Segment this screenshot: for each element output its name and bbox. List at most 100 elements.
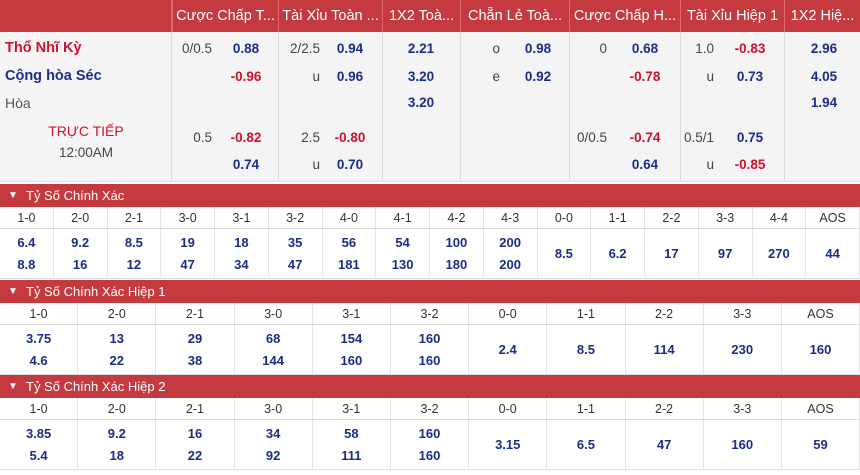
chevron-down-icon[interactable]: ▼: [8, 286, 18, 297]
score-odds[interactable]: 58: [344, 426, 359, 442]
score-odds-cell: 47: [626, 420, 704, 469]
h1-ou-over-odds[interactable]: -0.83: [734, 41, 766, 56]
score-odds[interactable]: 56: [341, 235, 357, 251]
score-odds[interactable]: 160: [418, 447, 441, 463]
score-odds[interactable]: 35: [287, 235, 303, 251]
score-odds[interactable]: 44: [825, 246, 840, 261]
h1-x12-home-odds[interactable]: 2.96: [810, 41, 838, 56]
score-odds[interactable]: 22: [187, 447, 203, 463]
score-odds[interactable]: 114: [653, 342, 675, 357]
ou-under-odds[interactable]: 0.96: [336, 69, 364, 84]
score-odds[interactable]: 13: [109, 331, 125, 347]
alt-h1-ou-under-odds[interactable]: -0.85: [734, 157, 766, 172]
h1-x12-away-odds[interactable]: 4.05: [810, 69, 838, 84]
score-odds[interactable]: 19: [180, 235, 195, 251]
alt-ou-under-odds[interactable]: 0.70: [336, 157, 364, 172]
score-odds[interactable]: 18: [109, 447, 125, 463]
score-odds[interactable]: 9.2: [107, 426, 126, 442]
score-odds[interactable]: 130: [391, 256, 414, 272]
h1-hcp-home-odds[interactable]: 0.68: [631, 41, 659, 56]
score-odds[interactable]: 68: [265, 331, 281, 347]
score-odds[interactable]: 38: [187, 352, 203, 368]
even-odds[interactable]: 0.92: [524, 69, 552, 84]
score-odds[interactable]: 160: [418, 426, 441, 442]
alt-ou-over-odds[interactable]: -0.80: [334, 130, 366, 145]
score-odds[interactable]: 16: [187, 426, 203, 442]
header-1x2-h1[interactable]: 1X2 Hiệ...: [784, 0, 860, 32]
score-odds[interactable]: 59: [813, 437, 828, 452]
score-odds[interactable]: 160: [731, 437, 754, 452]
section-header[interactable]: ▼ Tỷ Số Chính Xác: [0, 184, 860, 207]
score-odds[interactable]: 34: [234, 256, 249, 272]
score-odds[interactable]: 17: [664, 246, 679, 261]
alt-hcp-home-odds[interactable]: -0.82: [230, 130, 262, 145]
h1-x12-draw-odds[interactable]: 1.94: [810, 95, 838, 110]
header-odd-even-full[interactable]: Chẵn Lẻ Toà...: [460, 0, 569, 32]
h1-ou-under-odds[interactable]: 0.73: [736, 69, 764, 84]
score-odds[interactable]: 6.5: [576, 437, 595, 452]
score-odds[interactable]: 180: [445, 256, 468, 272]
alt-h1-hcp-away-odds[interactable]: 0.64: [631, 157, 659, 172]
score-odds[interactable]: 92: [265, 447, 281, 463]
score-odds[interactable]: 8.5: [576, 342, 595, 357]
score-odds[interactable]: 16: [72, 256, 88, 272]
x12-home-odds[interactable]: 2.21: [407, 41, 435, 56]
score-odds[interactable]: 3.75: [25, 331, 52, 347]
score-odds[interactable]: 270: [768, 246, 790, 261]
score-odds[interactable]: 160: [809, 342, 832, 357]
score-odds[interactable]: 230: [731, 342, 754, 357]
away-team-name[interactable]: Cộng hòa Séc: [5, 68, 102, 84]
score-odds[interactable]: 200: [499, 256, 521, 272]
alt-h1-ou-over-odds[interactable]: 0.75: [736, 130, 764, 145]
alt-h1-hcp-home-odds[interactable]: -0.74: [629, 130, 661, 145]
hcp-away-odds[interactable]: -0.96: [230, 69, 262, 84]
section-header[interactable]: ▼ Tỷ Số Chính Xác Hiệp 1: [0, 280, 860, 303]
score-odds[interactable]: 47: [180, 256, 195, 272]
score-odds[interactable]: 8.5: [554, 246, 573, 261]
score-odds[interactable]: 54: [395, 235, 410, 251]
score-odds[interactable]: 144: [262, 352, 284, 368]
score-odds[interactable]: 47: [656, 437, 672, 452]
score-odds[interactable]: 181: [338, 256, 360, 272]
h1-hcp-away-odds[interactable]: -0.78: [629, 69, 661, 84]
score-odds[interactable]: 100: [445, 235, 468, 251]
header-handicap-full[interactable]: Cược Chấp T...: [172, 0, 278, 32]
score-odds[interactable]: 6.2: [608, 246, 627, 261]
score-odds[interactable]: 29: [187, 331, 203, 347]
score-odds[interactable]: 154: [340, 331, 363, 347]
score-odds[interactable]: 160: [418, 352, 441, 368]
score-odds[interactable]: 3.15: [495, 437, 521, 452]
score-odds[interactable]: 200: [499, 235, 521, 251]
score-odds[interactable]: 47: [287, 256, 303, 272]
score-odds[interactable]: 34: [265, 426, 281, 442]
score-odds[interactable]: 4.6: [29, 352, 48, 368]
alt-hcp-away-odds[interactable]: 0.74: [232, 157, 260, 172]
score-odds[interactable]: 160: [340, 352, 363, 368]
score-odds[interactable]: 6.4: [17, 235, 36, 251]
home-team-name[interactable]: Thổ Nhĩ Kỳ: [5, 40, 82, 56]
header-handicap-h1[interactable]: Cược Chấp H...: [569, 0, 680, 32]
score-odds[interactable]: 8.5: [124, 235, 143, 251]
hcp-home-odds[interactable]: 0.88: [232, 41, 260, 56]
score-odds[interactable]: 18: [234, 235, 249, 251]
header-over-under-full[interactable]: Tài Xỉu Toàn ...: [278, 0, 382, 32]
score-odds[interactable]: 111: [341, 447, 362, 463]
header-1x2-full[interactable]: 1X2 Toà...: [382, 0, 460, 32]
score-odds[interactable]: 3.85: [25, 426, 52, 442]
score-odds[interactable]: 8.8: [17, 256, 36, 272]
ou-over-odds[interactable]: 0.94: [336, 41, 364, 56]
score-odds[interactable]: 5.4: [29, 447, 48, 463]
score-odds[interactable]: 12: [126, 256, 142, 272]
chevron-down-icon[interactable]: ▼: [8, 381, 18, 392]
score-odds[interactable]: 160: [418, 331, 441, 347]
score-odds[interactable]: 97: [717, 246, 733, 261]
section-header[interactable]: ▼ Tỷ Số Chính Xác Hiệp 2: [0, 375, 860, 398]
chevron-down-icon[interactable]: ▼: [8, 190, 18, 201]
header-over-under-h1[interactable]: Tài Xỉu Hiệp 1: [680, 0, 784, 32]
x12-draw-odds[interactable]: 3.20: [407, 95, 435, 110]
x12-away-odds[interactable]: 3.20: [407, 69, 435, 84]
odd-odds[interactable]: 0.98: [524, 41, 552, 56]
score-odds[interactable]: 9.2: [71, 235, 90, 251]
score-odds[interactable]: 22: [109, 352, 125, 368]
score-odds[interactable]: 2.4: [498, 342, 517, 357]
